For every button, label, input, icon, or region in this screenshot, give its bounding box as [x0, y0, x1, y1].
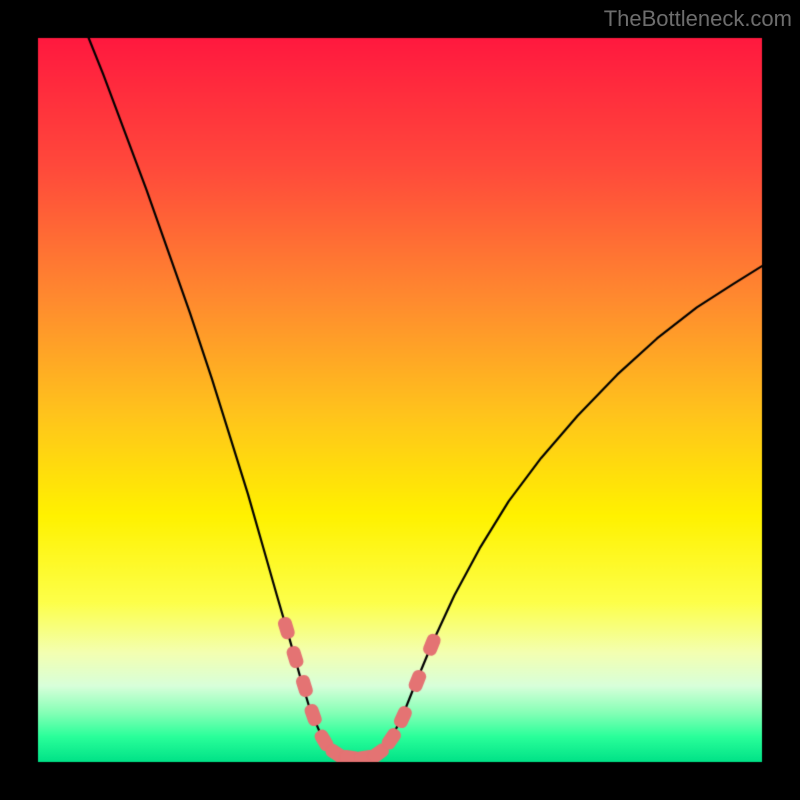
watermark-text: TheBottleneck.com [604, 6, 792, 32]
bottleneck-curve-chart [0, 0, 800, 800]
chart-container: TheBottleneck.com [0, 0, 800, 800]
